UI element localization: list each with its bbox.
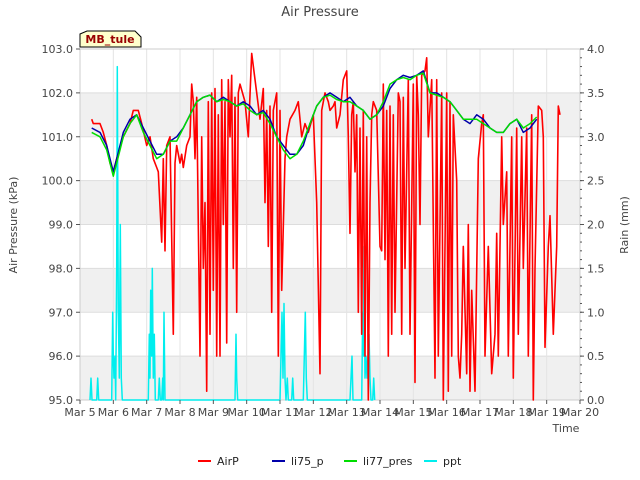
x-tick-label: Mar 12: [294, 406, 332, 419]
left-y-axis-label: Air Pressure (kPa): [7, 177, 20, 274]
legend: AirP li75_p li77_pres ppt: [198, 455, 462, 468]
x-tick-label: Mar 9: [198, 406, 229, 419]
left-y-tick-label: 103.0: [42, 43, 74, 56]
x-tick-label: Mar 6: [98, 406, 129, 419]
legend-label-li75-p: li75_p: [291, 455, 324, 468]
right-y-tick-label: 4.0: [587, 43, 605, 56]
right-y-tick-label: 0.0: [587, 394, 605, 407]
series-layer: [89, 52, 561, 401]
left-y-tick-label: 98.0: [49, 262, 74, 275]
x-tick-label: Mar 5: [64, 406, 95, 419]
x-tick-label: Mar 10: [228, 406, 266, 419]
chart-title: Air Pressure: [281, 5, 359, 20]
left-y-tick-label: 100.0: [42, 175, 74, 188]
left-y-tick-label: 101.0: [42, 131, 74, 144]
right-y-tick-label: 3.5: [587, 87, 605, 100]
station-tag-label: MB_tule: [85, 33, 134, 46]
series-line-ppt: [89, 65, 376, 401]
left-y-tick-label: 102.0: [42, 87, 74, 100]
right-y-axis-ticks: 0.0 0.5 1.0 1.5 2.0 2.5 3.0 3.5 4.0: [580, 43, 605, 407]
right-y-tick-label: 0.5: [587, 350, 605, 363]
x-tick-label: Mar 16: [428, 406, 466, 419]
plot-band: [80, 136, 580, 181]
x-tick-label: Mar 14: [361, 406, 399, 419]
plot-band: [80, 224, 580, 269]
right-y-tick-label: 2.0: [587, 219, 605, 232]
left-y-axis-ticks: 95.0 96.0 97.0 98.0 99.0 100.0 101.0 102.0 103.0: [42, 43, 80, 407]
right-y-tick-label: 2.5: [587, 175, 605, 188]
right-y-tick-label: 1.0: [587, 306, 605, 319]
station-tag: MB_tule: [79, 30, 142, 48]
x-tick-label: Mar 7: [131, 406, 162, 419]
series-line-airp: [90, 52, 561, 401]
x-tick-label: Mar 17: [461, 406, 499, 419]
plot-band: [80, 268, 580, 313]
x-tick-label: Mar 11: [261, 406, 299, 419]
left-y-tick-label: 99.0: [49, 219, 74, 232]
plot-band: [80, 49, 580, 93]
legend-label-ppt: ppt: [443, 455, 462, 468]
x-tick-label: Mar 15: [394, 406, 432, 419]
left-y-tick-label: 95.0: [49, 394, 74, 407]
x-tick-label: Mar 20: [561, 406, 599, 419]
plot-band: [80, 92, 580, 137]
left-y-tick-label: 97.0: [49, 306, 74, 319]
x-tick-label: Mar 18: [494, 406, 532, 419]
right-y-tick-label: 3.0: [587, 131, 605, 144]
x-axis-label: Time: [552, 422, 580, 435]
legend-label-li77-pres: li77_pres: [363, 455, 413, 468]
x-tick-label: Mar 13: [328, 406, 366, 419]
x-tick-label: Mar 19: [528, 406, 566, 419]
right-y-tick-label: 1.5: [587, 262, 605, 275]
series-line-li77-pres: [91, 72, 538, 177]
right-y-axis-label: Rain (mm): [618, 196, 631, 254]
left-y-tick-label: 96.0: [49, 350, 74, 363]
x-tick-label: Mar 8: [164, 406, 195, 419]
legend-label-airp: AirP: [217, 455, 239, 468]
station-tag-box: [79, 30, 142, 48]
